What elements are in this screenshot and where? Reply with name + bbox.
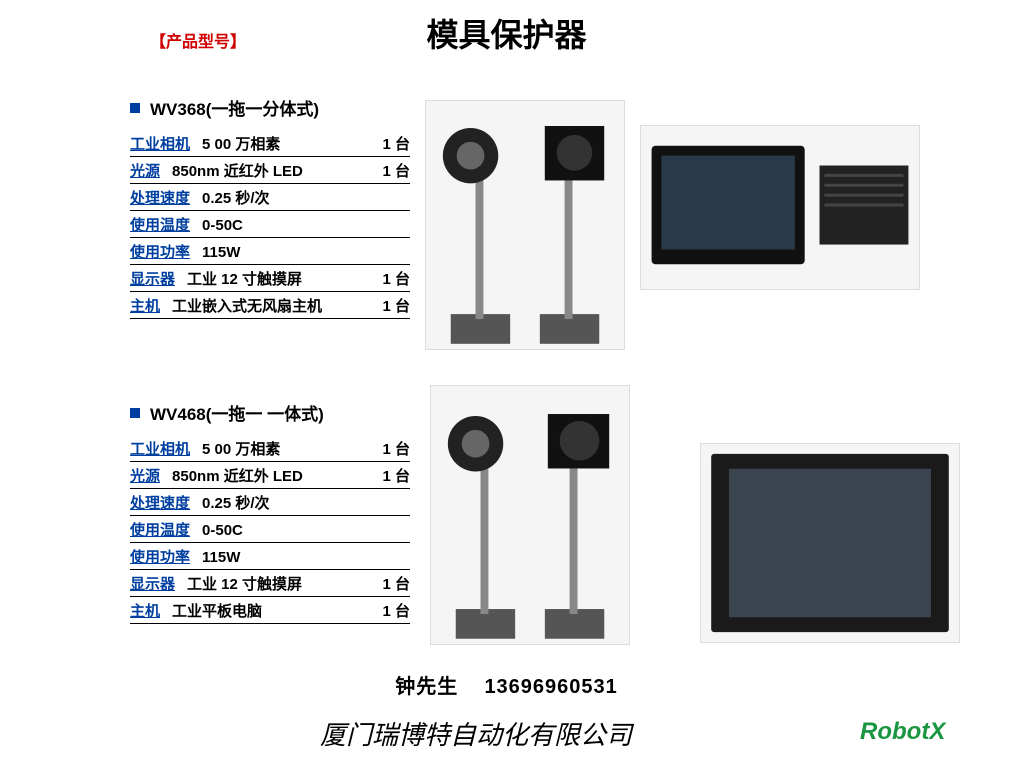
spec-qty: 1 台 bbox=[382, 133, 410, 154]
spec-label: 处理速度 bbox=[130, 187, 190, 208]
spec-value: 工业嵌入式无风扇主机 bbox=[172, 295, 374, 316]
spec-value: 5 00 万相素 bbox=[202, 438, 374, 459]
spec-label: 使用温度 bbox=[130, 214, 190, 235]
spec-row: 工业相机 5 00 万相素 1 台 bbox=[130, 435, 410, 462]
spec-row: 工业相机 5 00 万相素 1 台 bbox=[130, 130, 410, 157]
spec-value: 0.25 秒/次 bbox=[202, 187, 402, 208]
product-image-monitor-pc-1 bbox=[640, 125, 920, 290]
logo-suffix: X bbox=[929, 718, 945, 745]
spec-qty: 1 台 bbox=[382, 438, 410, 459]
section-tag: 【产品型号】 bbox=[150, 28, 246, 52]
spec-row: 光源 850nm 近红外 LED 1 台 bbox=[130, 157, 410, 184]
product-image-camera-stand-2 bbox=[430, 385, 630, 645]
spec-row: 处理速度 0.25 秒/次 bbox=[130, 489, 410, 516]
spec-row: 主机 工业平板电脑 1 台 bbox=[130, 597, 410, 624]
model-name: WV468(一拖一 一体式) bbox=[150, 400, 324, 425]
spec-value: 115W bbox=[202, 244, 402, 261]
spec-row: 主机 工业嵌入式无风扇主机 1 台 bbox=[130, 292, 410, 319]
contact-line: 钟先生 13696960531 bbox=[0, 670, 1013, 699]
spec-label: 使用功率 bbox=[130, 241, 190, 262]
spec-label: 处理速度 bbox=[130, 492, 190, 513]
spec-label: 光源 bbox=[130, 160, 160, 181]
product-image-panel-pc-2 bbox=[700, 443, 960, 643]
product-block-wv368: WV368(一拖一分体式) 工业相机 5 00 万相素 1 台 光源 850nm… bbox=[130, 95, 410, 319]
bullet-icon bbox=[130, 103, 140, 113]
spec-qty: 1 台 bbox=[382, 268, 410, 289]
spec-label: 主机 bbox=[130, 295, 160, 316]
spec-row: 使用温度 0-50C bbox=[130, 211, 410, 238]
spec-value: 工业 12 寸触摸屏 bbox=[187, 573, 374, 594]
spec-row: 处理速度 0.25 秒/次 bbox=[130, 184, 410, 211]
bullet-icon bbox=[130, 408, 140, 418]
model-header: WV368(一拖一分体式) bbox=[130, 95, 410, 120]
spec-row: 使用功率 115W bbox=[130, 543, 410, 570]
spec-label: 显示器 bbox=[130, 268, 175, 289]
spec-row: 使用功率 115W bbox=[130, 238, 410, 265]
spec-qty: 1 台 bbox=[382, 160, 410, 181]
spec-value: 0.25 秒/次 bbox=[202, 492, 402, 513]
spec-value: 5 00 万相素 bbox=[202, 133, 374, 154]
contact-name: 钟先生 bbox=[395, 676, 458, 698]
product-block-wv468: WV468(一拖一 一体式) 工业相机 5 00 万相素 1 台 光源 850n… bbox=[130, 400, 410, 624]
spec-row: 光源 850nm 近红外 LED 1 台 bbox=[130, 462, 410, 489]
spec-label: 工业相机 bbox=[130, 133, 190, 154]
spec-label: 工业相机 bbox=[130, 438, 190, 459]
spec-label: 主机 bbox=[130, 600, 160, 621]
contact-phone: 13696960531 bbox=[484, 676, 617, 698]
logo-text: Robot bbox=[860, 718, 929, 745]
spec-value: 0-50C bbox=[202, 217, 402, 234]
spec-row: 显示器 工业 12 寸触摸屏 1 台 bbox=[130, 265, 410, 292]
spec-qty: 1 台 bbox=[382, 295, 410, 316]
spec-row: 使用温度 0-50C bbox=[130, 516, 410, 543]
spec-value: 850nm 近红外 LED bbox=[172, 465, 374, 486]
spec-label: 光源 bbox=[130, 465, 160, 486]
spec-qty: 1 台 bbox=[382, 465, 410, 486]
spec-value: 850nm 近红外 LED bbox=[172, 160, 374, 181]
spec-value: 工业平板电脑 bbox=[172, 600, 374, 621]
spec-qty: 1 台 bbox=[382, 600, 410, 621]
company-name: 厦门瑞博特自动化有限公司 bbox=[320, 715, 632, 752]
spec-row: 显示器 工业 12 寸触摸屏 1 台 bbox=[130, 570, 410, 597]
model-header: WV468(一拖一 一体式) bbox=[130, 400, 410, 425]
product-image-camera-stand-1 bbox=[425, 100, 625, 350]
spec-label: 使用功率 bbox=[130, 546, 190, 567]
spec-label: 显示器 bbox=[130, 573, 175, 594]
spec-qty: 1 台 bbox=[382, 573, 410, 594]
model-name: WV368(一拖一分体式) bbox=[150, 95, 319, 120]
spec-label: 使用温度 bbox=[130, 519, 190, 540]
spec-value: 0-50C bbox=[202, 522, 402, 539]
logo-robotx: RobotX bbox=[860, 718, 945, 746]
spec-value: 115W bbox=[202, 549, 402, 566]
spec-value: 工业 12 寸触摸屏 bbox=[187, 268, 374, 289]
